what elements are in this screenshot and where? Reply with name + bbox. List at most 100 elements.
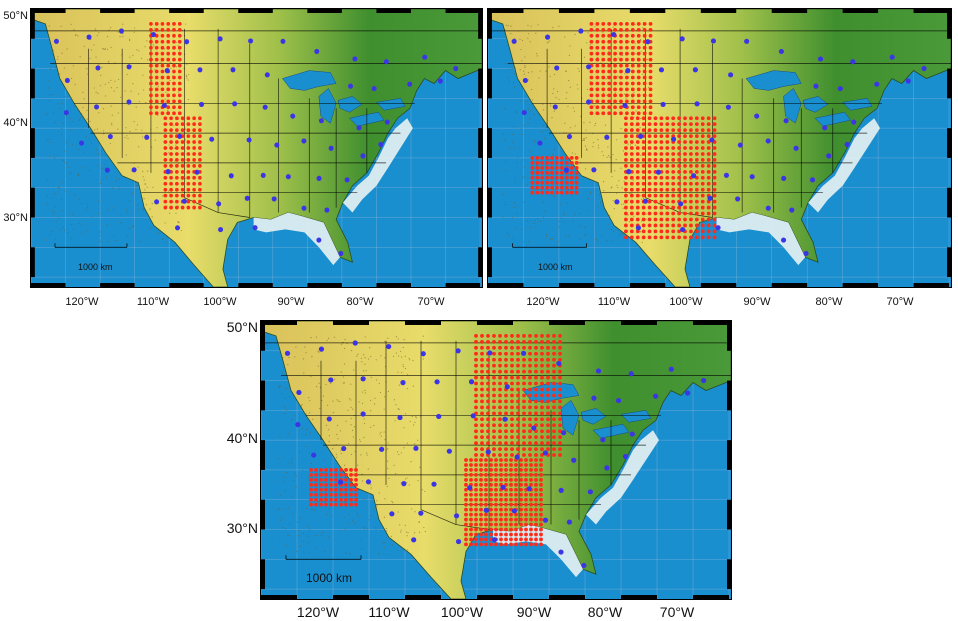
terrain-speckle — [322, 472, 324, 475]
station-point-blue — [264, 72, 270, 78]
station-point-blue — [653, 393, 659, 399]
terrain-speckle — [551, 238, 553, 240]
terrain-speckle — [116, 87, 118, 89]
grid-point-red — [319, 468, 323, 472]
terrain-speckle — [361, 548, 363, 550]
grid-point-red — [624, 140, 628, 144]
grid-point-red — [498, 417, 502, 422]
terrain-speckle — [405, 531, 407, 533]
terrain-speckle — [361, 480, 364, 482]
terrain-speckle — [278, 385, 280, 388]
grid-point-red — [636, 75, 641, 80]
terrain-speckle — [280, 519, 282, 521]
terrain-speckle — [151, 216, 153, 218]
station-point-blue — [260, 172, 266, 178]
terrain-speckle — [577, 88, 579, 90]
terrain-speckle — [323, 459, 325, 462]
grid-point-red — [474, 417, 478, 422]
grid-point-red — [677, 217, 681, 222]
grid-point-red — [677, 163, 681, 168]
grid-point-red — [498, 387, 502, 392]
grid-point-red — [334, 482, 338, 487]
grid-point-red — [464, 477, 468, 482]
grid-point-red — [700, 169, 705, 174]
station-point-blue — [107, 133, 113, 140]
grid-point-red — [619, 57, 623, 62]
grid-point-red — [509, 463, 513, 467]
grid-point-red — [560, 190, 564, 195]
station-point-blue — [586, 64, 592, 70]
terrain-speckle — [115, 240, 117, 242]
grid-point-red — [522, 334, 526, 338]
grid-point-red — [574, 170, 579, 175]
grid-point-red — [494, 527, 498, 532]
grid-point-red — [534, 473, 538, 477]
grid-point-red — [349, 482, 353, 487]
terrain-speckle — [279, 436, 281, 438]
terrain-speckle — [291, 458, 293, 460]
grid-point-red — [540, 180, 545, 185]
terrain-speckle — [128, 38, 131, 40]
terrain-speckle — [634, 144, 637, 146]
grid-point-red — [569, 165, 574, 170]
station-point-blue — [874, 81, 880, 87]
grid-point-red — [504, 517, 508, 522]
grid-point-red — [474, 375, 478, 380]
grid-point-red — [516, 345, 520, 350]
grid-point-red — [160, 45, 165, 50]
grid-point-red — [613, 75, 617, 80]
grid-point-red — [534, 447, 538, 451]
terrain-speckle — [288, 523, 291, 525]
terrain-speckle — [118, 78, 120, 81]
grid-point-red — [504, 369, 508, 374]
terrain-speckle — [339, 430, 342, 432]
terrain-speckle — [628, 94, 631, 96]
grid-point-red — [558, 417, 562, 422]
terrain-speckle — [153, 28, 156, 30]
frame-tick — [913, 283, 950, 287]
grid-point-red — [516, 411, 520, 416]
grid-point-red — [529, 532, 533, 537]
grid-point-red — [530, 190, 535, 195]
grid-point-red — [160, 63, 165, 68]
terrain-speckle — [343, 382, 345, 384]
grid-point-red — [555, 180, 559, 185]
grid-point-red — [677, 235, 681, 240]
station-point-blue — [455, 538, 462, 545]
terrain-speckle — [298, 451, 301, 453]
grid-point-red — [198, 199, 202, 204]
terrain-speckle — [135, 106, 137, 108]
grid-point-red — [149, 81, 153, 86]
terrain-speckle — [344, 476, 346, 478]
terrain-speckle — [607, 146, 609, 148]
grid-point-red — [671, 193, 676, 198]
terrain-speckle — [366, 452, 368, 454]
terrain-speckle — [616, 75, 619, 77]
terrain-speckle — [563, 211, 565, 213]
terrain-speckle — [111, 124, 113, 126]
terrain-speckle — [633, 91, 635, 93]
grid-point-red — [180, 169, 185, 174]
grid-point-red — [659, 128, 664, 133]
terrain-speckle — [111, 206, 113, 209]
grid-point-red — [648, 27, 653, 32]
grid-point-red — [149, 93, 153, 98]
terrain-speckle — [340, 343, 343, 345]
terrain-speckle — [153, 45, 155, 47]
grid-point-red — [558, 447, 562, 451]
grid-point-red — [480, 363, 484, 368]
grid-point-red — [539, 517, 543, 522]
terrain-speckle — [353, 522, 356, 524]
grid-point-red — [683, 116, 687, 121]
terrain-speckle — [584, 226, 586, 228]
grid-point-red — [629, 175, 634, 180]
grid-point-red — [539, 532, 543, 537]
grid-point-red — [552, 447, 556, 451]
great-lake — [560, 400, 580, 436]
grid-point-red — [653, 223, 658, 228]
grid-point-red — [677, 223, 681, 228]
terrain-speckle — [111, 187, 114, 189]
grid-point-red — [494, 487, 498, 492]
terrain-speckle — [587, 32, 589, 34]
terrain-speckle — [64, 229, 66, 231]
